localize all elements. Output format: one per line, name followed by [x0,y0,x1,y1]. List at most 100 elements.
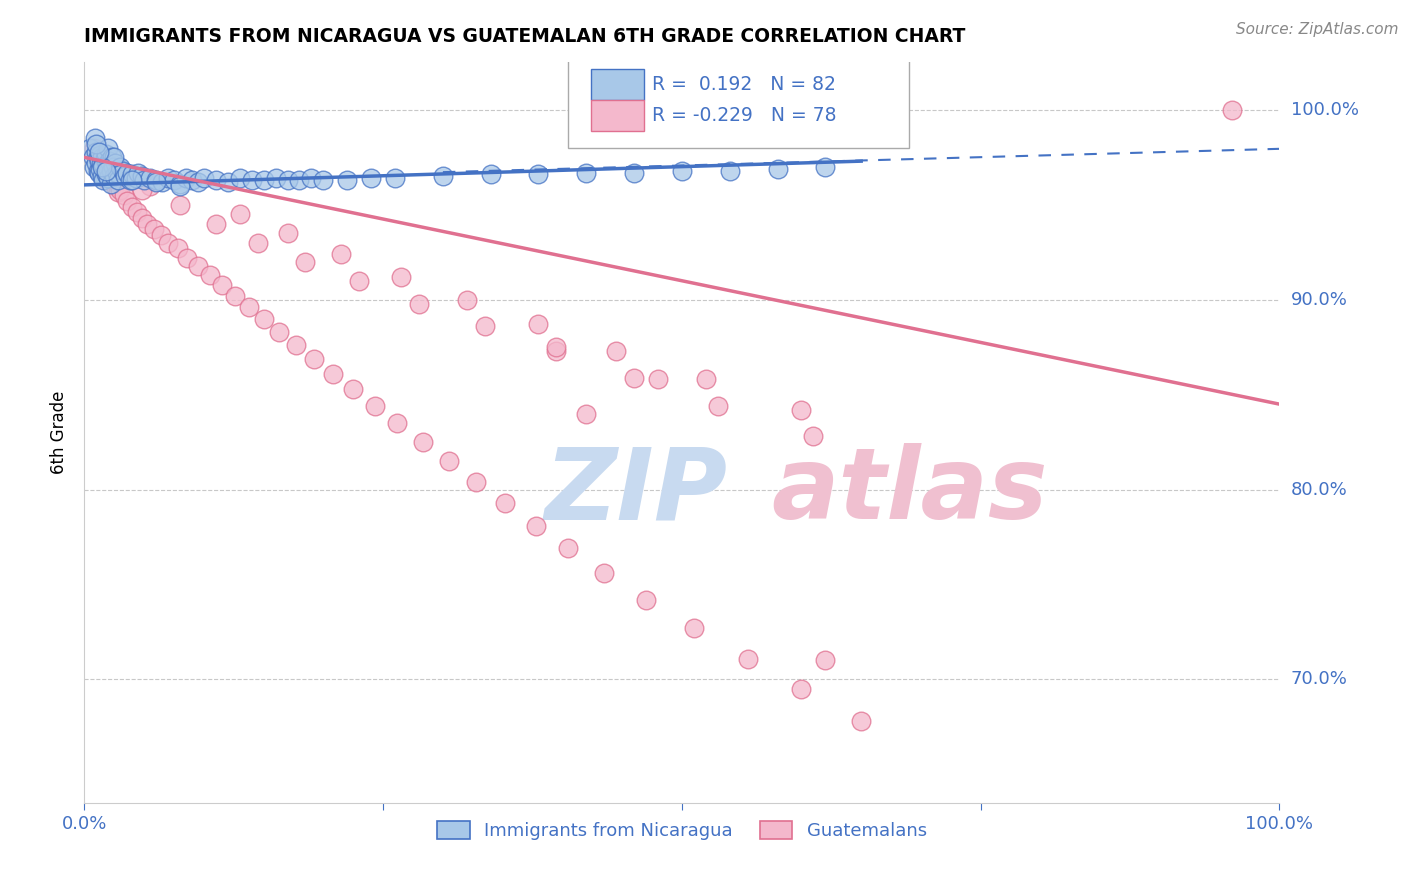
Point [557,541,579,556]
Point [97,171,120,186]
Point [349,274,371,288]
Point [149,228,172,243]
Point [605,343,627,358]
Text: atlas: atlas [772,443,1047,541]
Point [110,183,132,197]
Point [83,141,105,155]
Point [79,141,101,155]
Point [86,150,108,164]
Point [103,169,125,184]
Text: R = -0.229   N = 78: R = -0.229 N = 78 [652,106,837,125]
Point [176,251,198,265]
Point [94,168,117,182]
Point [87,160,110,174]
Point [89,148,111,162]
Point [229,171,252,186]
Point [86,163,108,178]
Point [131,169,153,184]
Point [132,173,156,187]
Point [121,200,143,214]
Point [312,173,335,187]
Point [87,154,110,169]
Point [269,325,291,339]
Point [623,370,645,384]
Point [91,150,114,164]
Text: 90.0%: 90.0% [1291,291,1347,309]
Point [647,372,669,386]
Point [389,269,412,284]
Point [198,268,221,282]
Point [277,227,299,241]
Point [851,714,873,728]
Point [98,154,121,169]
Point [364,399,387,413]
Point [94,160,117,174]
Point [91,160,114,174]
Point [101,150,124,164]
Point [169,198,191,212]
Point [623,165,645,179]
Point [139,178,162,193]
Point [104,178,127,193]
Point [342,382,364,396]
Point [187,175,209,189]
Point [229,207,252,221]
FancyBboxPatch shape [591,69,644,100]
Point [169,178,191,193]
Point [360,171,382,186]
Point [294,254,316,268]
Point [131,183,153,197]
Point [302,351,325,366]
Point [87,145,110,159]
Point [93,169,115,184]
Point [127,165,149,179]
Point [1220,103,1243,117]
Point [432,169,454,184]
Point [814,653,837,667]
Point [107,185,129,199]
Point [527,168,550,182]
Point [101,173,124,187]
Point [193,171,215,186]
Point [412,435,434,450]
Point [284,338,307,352]
Point [814,160,837,174]
Point [456,293,478,307]
Point [90,156,112,170]
Point [737,651,759,665]
Point [766,161,789,176]
Point [790,402,813,417]
Point [205,217,228,231]
Point [465,475,488,489]
Point [253,311,276,326]
Point [110,160,132,174]
Point [790,681,813,696]
Text: IMMIGRANTS FROM NICARAGUA VS GUATEMALAN 6TH GRADE CORRELATION CHART: IMMIGRANTS FROM NICARAGUA VS GUATEMALAN … [84,27,966,45]
Point [494,496,516,510]
Point [593,566,616,580]
Point [181,173,204,187]
Point [336,173,359,187]
Point [683,621,706,635]
Point [253,173,276,187]
Point [121,168,143,182]
Point [97,141,120,155]
Point [107,173,129,187]
Y-axis label: 6th Grade: 6th Grade [51,391,69,475]
Point [575,407,598,421]
Text: 80.0%: 80.0% [1291,481,1347,499]
Point [174,171,197,186]
Point [91,169,114,184]
Point [145,175,167,189]
Point [93,160,115,174]
Point [125,171,148,186]
Point [89,161,111,176]
Point [546,340,568,354]
Text: 100.0%: 100.0% [1291,101,1358,119]
Point [474,319,496,334]
Point [322,367,344,381]
Point [89,163,111,178]
Point [575,165,598,179]
Point [527,318,550,332]
Point [135,217,157,231]
